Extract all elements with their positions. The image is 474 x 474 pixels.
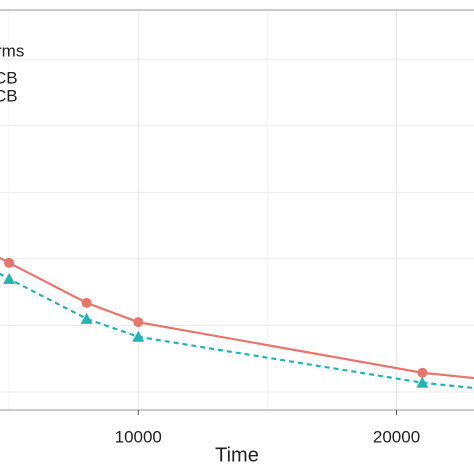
point-marker <box>3 272 16 284</box>
x-tick-label: 10000 <box>115 427 162 446</box>
point-marker <box>416 376 429 388</box>
plot-area <box>0 256 474 390</box>
series-line <box>0 272 474 390</box>
point-marker <box>133 317 144 328</box>
x-axis-label: Time <box>215 444 259 466</box>
panel-border <box>0 9 474 411</box>
grid <box>0 10 474 410</box>
point-marker <box>80 312 93 324</box>
point-marker <box>132 330 145 342</box>
point-marker <box>4 257 15 268</box>
legend-title: rms <box>0 41 24 60</box>
point-marker <box>417 367 428 378</box>
legend-label: CB <box>0 68 18 87</box>
legend-label: CB <box>0 86 18 105</box>
x-tick-label: 20000 <box>373 427 420 446</box>
series-line <box>0 256 474 380</box>
point-marker <box>81 297 92 308</box>
